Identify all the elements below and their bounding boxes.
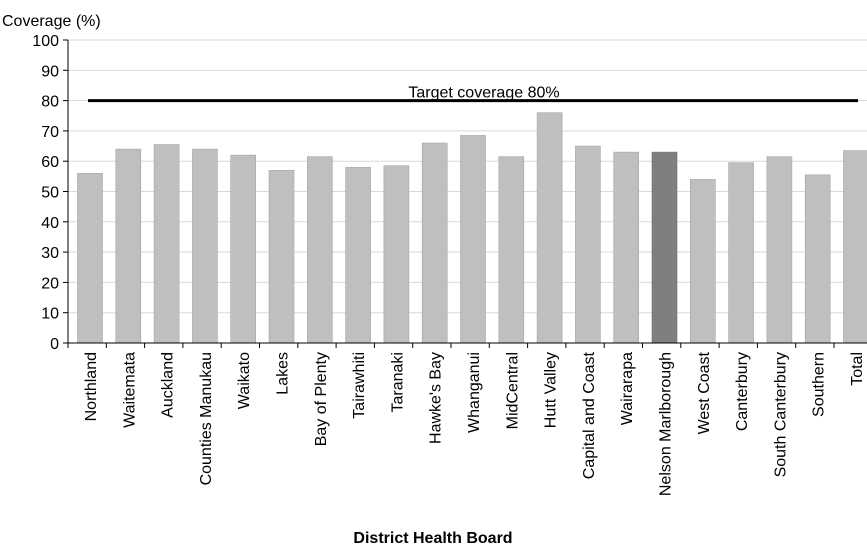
- bar: [804, 174, 831, 344]
- y-tick-label: 60: [41, 154, 59, 171]
- x-tick-label: Capital and Coast: [581, 351, 598, 479]
- x-tick-label: Waikato: [236, 352, 253, 409]
- bar: [613, 151, 640, 344]
- target-label: Target coverage 80%: [408, 85, 559, 102]
- x-tick-label: Northland: [83, 352, 100, 421]
- bar: [345, 166, 371, 344]
- bar: [651, 151, 678, 344]
- bar: [383, 165, 410, 344]
- y-tick-label: 100: [32, 33, 59, 50]
- bar-series: [77, 112, 867, 344]
- category-labels: Northland Waitemata Auckland Counties Manuk…: [83, 351, 866, 496]
- x-tick-label: Bay of Plenty: [313, 352, 330, 446]
- bar: [192, 148, 218, 344]
- x-tick-label: Hutt Valley: [543, 352, 560, 428]
- y-tick-label: 80: [41, 94, 59, 111]
- x-tick-label: Nelson Marlborough: [658, 352, 675, 496]
- bar: [77, 173, 103, 344]
- y-tick-label: 40: [41, 215, 59, 232]
- bar: [421, 142, 448, 344]
- bar: [153, 144, 180, 344]
- x-tick-label: Auckland: [160, 352, 177, 418]
- y-tick-label: 10: [41, 306, 59, 323]
- y-axis-ticks: 0 10 20 30 40 50 60 70 80 90 100: [32, 33, 59, 353]
- bar: [230, 154, 256, 344]
- x-tick-label: Taranaki: [389, 352, 406, 412]
- x-tick-label: West Coast: [696, 351, 713, 434]
- x-tick-label: Tairawhiti: [351, 352, 368, 419]
- x-tick-label: Total: [849, 352, 866, 386]
- x-tick-label: Counties Manukau: [198, 352, 215, 485]
- x-tick-label: Whanganui: [466, 352, 483, 433]
- bar: [460, 135, 486, 344]
- x-tick-label: Canterbury: [734, 352, 751, 431]
- y-tick-label: 70: [41, 124, 59, 141]
- bar: [498, 156, 525, 344]
- x-tick-label: Lakes: [275, 352, 292, 395]
- y-tick-label: 20: [41, 275, 59, 292]
- x-axis-title: District Health Board: [353, 530, 512, 547]
- x-tick-label: South Canterbury: [772, 352, 789, 477]
- x-tick-label: Hawke's Bay: [428, 352, 445, 444]
- x-tick-label: Southern: [811, 352, 828, 417]
- bar: [689, 179, 716, 344]
- bar: [536, 112, 563, 344]
- bar: [575, 145, 601, 344]
- bar: [306, 156, 333, 344]
- x-tick-label: Wairarapa: [619, 352, 636, 425]
- y-tick-label: 90: [41, 63, 59, 80]
- y-tick-label: 0: [50, 336, 59, 353]
- target-group: Target coverage 80%: [88, 85, 858, 103]
- bar: [766, 156, 793, 344]
- axes: [63, 39, 867, 348]
- y-tick-label: 50: [41, 185, 59, 202]
- y-tick-label: 30: [41, 245, 59, 262]
- bar: [268, 169, 295, 344]
- y-axis-title: Coverage (%): [2, 13, 101, 30]
- bar: [115, 148, 142, 344]
- x-tick-label: Waitemata: [121, 352, 138, 428]
- bar: [728, 162, 754, 344]
- bar: [843, 150, 867, 344]
- x-tick-label: MidCentral: [504, 352, 521, 429]
